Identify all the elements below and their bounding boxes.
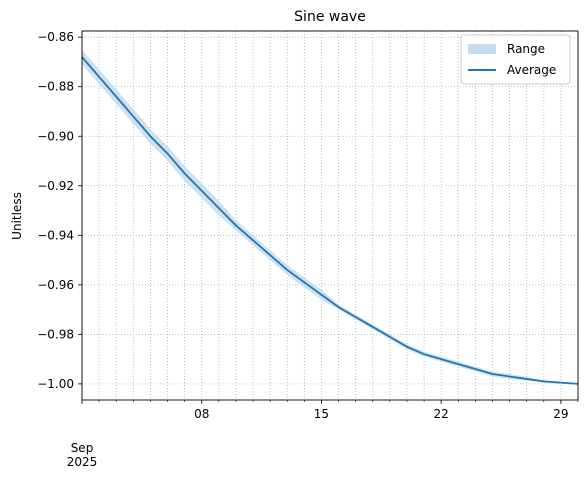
range-band-layer: [82, 49, 578, 385]
legend-swatch-range: [468, 44, 496, 54]
y-tick-label: −0.90: [37, 129, 74, 143]
average-line: [81, 56, 579, 385]
x-tick-label: 08: [194, 407, 209, 421]
x-origin-month-label: Sep: [71, 441, 94, 455]
x-origin-year-label: 2025: [67, 455, 98, 469]
legend-label-range: Range: [507, 42, 545, 56]
y-tick-label: −0.94: [37, 228, 74, 242]
grid-layer: [81, 31, 579, 400]
y-tick-label: −1.00: [37, 377, 74, 391]
legend: Range Average: [460, 34, 571, 85]
y-tick-label: −0.88: [37, 80, 74, 94]
x-tick-label: 15: [314, 407, 329, 421]
x-tick-label: 29: [553, 407, 568, 421]
y-tick-label: −0.86: [37, 30, 74, 44]
y-tick-label: −0.92: [37, 179, 74, 193]
average-line-layer: [81, 56, 579, 385]
x-tick-label: 22: [434, 407, 449, 421]
y-tick-label: −0.98: [37, 327, 74, 341]
y-axis-label: Unitless: [10, 192, 24, 240]
range-band: [82, 49, 578, 385]
chart-title: Sine wave: [294, 9, 366, 25]
legend-label-average: Average: [507, 63, 556, 77]
plot-frame: [81, 30, 579, 401]
y-tick-label: −0.96: [37, 278, 74, 292]
